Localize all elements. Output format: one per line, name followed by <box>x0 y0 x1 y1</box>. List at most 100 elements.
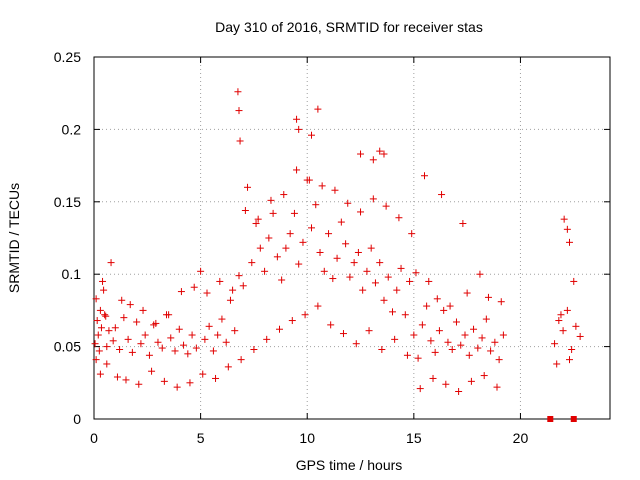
data-point <box>293 115 301 123</box>
data-point <box>440 306 448 314</box>
data-point <box>236 137 244 145</box>
data-point <box>318 182 326 190</box>
data-point <box>165 311 173 319</box>
data-point <box>369 156 377 164</box>
data-point <box>331 186 339 194</box>
data-point <box>354 248 362 256</box>
data-point <box>107 259 115 267</box>
data-point <box>205 322 213 330</box>
data-point <box>495 356 503 364</box>
data-point <box>312 201 320 209</box>
plot-frame <box>93 56 611 420</box>
data-point <box>201 335 209 343</box>
data-point <box>382 202 390 210</box>
data-point <box>565 356 573 364</box>
y-tick-label: 0.05 <box>54 339 81 355</box>
data-point <box>344 199 352 207</box>
data-point <box>357 150 365 158</box>
data-point <box>102 312 110 320</box>
data-point <box>376 259 384 267</box>
data-point <box>314 105 322 113</box>
data-point <box>116 345 124 353</box>
data-point <box>273 253 281 261</box>
data-point <box>91 340 99 348</box>
data-point <box>135 380 143 388</box>
data-point <box>476 270 484 278</box>
data-point <box>568 345 576 353</box>
data-point <box>346 273 354 281</box>
data-point <box>497 298 505 306</box>
data-point <box>452 318 460 326</box>
data-point <box>265 234 273 242</box>
data-point <box>401 311 409 319</box>
data-point <box>572 322 580 330</box>
data-point <box>139 306 147 314</box>
data-point <box>457 341 465 349</box>
data-point <box>280 191 288 199</box>
data-point <box>357 208 365 216</box>
data-point <box>420 172 428 180</box>
data-point <box>148 367 156 375</box>
data-point <box>290 209 298 217</box>
data-point <box>482 315 490 323</box>
data-point <box>95 347 103 355</box>
data-point <box>559 327 567 335</box>
data-point <box>158 344 166 352</box>
data-point <box>389 308 397 316</box>
data-point <box>329 275 337 283</box>
data-point <box>226 296 234 304</box>
data-point <box>395 214 403 222</box>
data-point <box>99 277 107 285</box>
data-point <box>369 195 377 203</box>
data-point <box>378 345 386 353</box>
data-point <box>553 360 561 368</box>
data-point <box>167 334 175 342</box>
data-points <box>91 88 584 422</box>
data-point <box>560 215 568 223</box>
data-point <box>248 259 256 267</box>
y-axis-label: SRMTID / TECUs <box>6 183 22 293</box>
data-point <box>350 259 358 267</box>
data-point <box>126 301 134 309</box>
x-tick-label: 0 <box>90 430 98 446</box>
data-point <box>429 374 437 382</box>
data-point <box>173 383 181 391</box>
data-point <box>444 338 452 346</box>
data-point <box>177 288 185 296</box>
gap-marker <box>547 416 554 422</box>
data-point <box>199 370 207 378</box>
data-point <box>203 289 211 297</box>
data-point <box>446 302 454 310</box>
data-point <box>487 347 495 355</box>
data-point <box>499 331 507 339</box>
data-point <box>154 338 162 346</box>
data-point <box>467 377 475 385</box>
data-point <box>96 306 104 314</box>
data-point <box>448 345 456 353</box>
data-point <box>241 206 249 214</box>
data-point <box>478 334 486 342</box>
data-point <box>301 311 309 319</box>
data-point <box>565 238 573 246</box>
data-point <box>418 321 426 329</box>
data-point <box>365 327 373 335</box>
data-point <box>463 289 471 297</box>
y-tick-label: 0 <box>73 411 81 427</box>
data-point <box>461 331 469 339</box>
data-point <box>250 345 258 353</box>
data-point <box>342 240 350 248</box>
data-point <box>305 176 313 184</box>
data-point <box>295 125 303 133</box>
data-point <box>367 244 375 252</box>
data-point <box>212 374 220 382</box>
data-point <box>94 331 102 339</box>
data-point <box>234 88 242 96</box>
data-point <box>152 319 160 327</box>
data-point <box>576 332 584 340</box>
data-point <box>92 356 100 364</box>
data-point <box>160 377 168 385</box>
data-point <box>359 286 367 294</box>
data-point <box>465 351 473 359</box>
data-point <box>427 337 435 345</box>
